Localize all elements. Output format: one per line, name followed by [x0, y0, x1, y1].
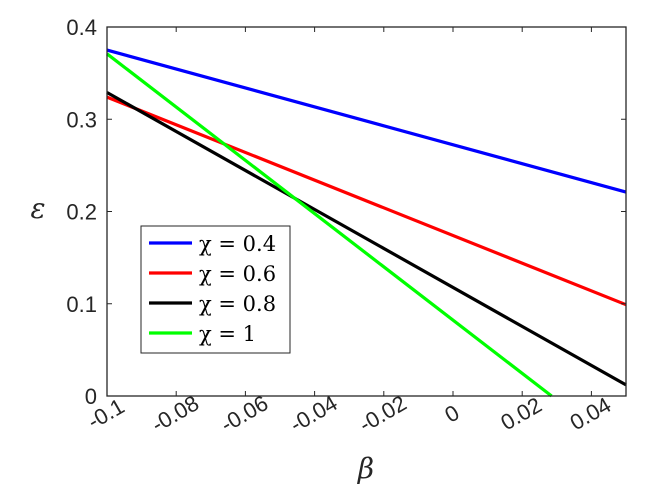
- legend: χ = 0.4 χ = 0.6 χ = 0.8 χ = 1: [140, 225, 291, 354]
- series-line-3: [106, 91, 627, 387]
- x-tick-label: -0.06: [216, 390, 272, 437]
- legend-label: χ = 0.4: [199, 232, 276, 256]
- x-tick-label: -0.08: [147, 390, 203, 437]
- y-tick-label: 0.1: [66, 292, 97, 317]
- y-tick-label: 0.2: [66, 200, 97, 225]
- series-line-1: [106, 48, 627, 194]
- x-tick-label: 0: [440, 400, 463, 428]
- x-tick-label: -0.02: [355, 390, 411, 437]
- y-axis-label: ε: [30, 192, 45, 225]
- series-line-4: [106, 52, 553, 398]
- y-tick-label: 0: [85, 384, 97, 409]
- x-tick-label: -0.04: [286, 390, 342, 437]
- series-layer: [106, 48, 627, 398]
- y-tick-label: 0.3: [66, 107, 97, 132]
- legend-label: χ = 0.6: [199, 262, 276, 286]
- x-tick-label: 0.04: [566, 392, 616, 435]
- x-axis-label: β: [357, 452, 374, 485]
- x-tick-label: 0.02: [496, 392, 546, 435]
- series-line-2: [106, 95, 627, 307]
- y-tick-label: 0.4: [66, 15, 97, 40]
- legend-label: χ = 1: [199, 322, 256, 346]
- legend-label: χ = 0.8: [199, 292, 276, 316]
